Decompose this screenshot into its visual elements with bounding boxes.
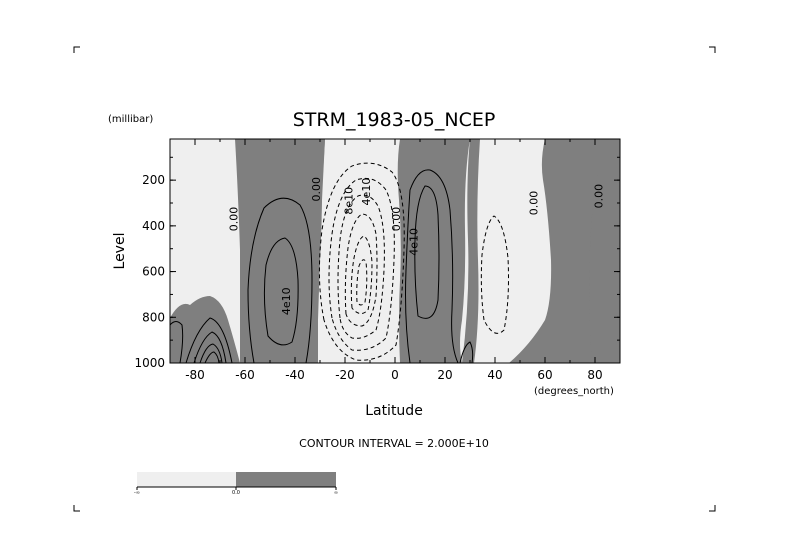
colorbar-label-max: ∞ [334, 490, 338, 496]
contour-line-neg-north [480, 215, 509, 334]
x-tick-label: -20 [335, 368, 355, 382]
chart-title: STRM_1983-05_NCEP [293, 109, 496, 131]
x-tick-label: 60 [537, 368, 552, 382]
contour-line-left-outer [247, 197, 313, 363]
contour-label: 0.00 [528, 191, 541, 216]
contour-line-neg-3 [337, 194, 385, 339]
contour-label: 0.00 [228, 207, 241, 232]
x-tick-label: 0 [391, 368, 399, 382]
x-tick-label: -40 [285, 368, 305, 382]
x-tick-label: 80 [587, 368, 602, 382]
x-axis-label: Latitude [365, 403, 423, 419]
contour-line-left-inner [263, 237, 299, 346]
y-tick-label: 600 [142, 265, 165, 279]
contour-line-neg-1 [318, 162, 405, 361]
y-tick-label: 200 [142, 173, 165, 187]
crop-mark-bottom-left [73, 505, 80, 512]
contour-line-polar-3 [199, 343, 223, 363]
colorbar-label-zero: 0.0 [232, 490, 240, 496]
contour-label: 4e10 [408, 228, 421, 256]
crop-mark-top-left [73, 46, 80, 53]
contour-label: 0.00 [593, 184, 606, 209]
contour-label: 0.00 [390, 207, 403, 232]
contour-label: 4e10 [360, 178, 373, 206]
positive-region-east-pole [580, 139, 620, 363]
x-axis: -80 -60 -40 -20 0 20 40 60 80 [169, 139, 621, 382]
y-axis: 200 400 600 800 1000 [134, 156, 620, 370]
negative-contours [318, 162, 509, 361]
colorbar-positive-swatch [236, 472, 336, 487]
x-units-label: (degrees_north) [534, 386, 614, 397]
positive-contours [170, 169, 474, 363]
contour-line-north-outer [405, 169, 459, 363]
x-tick-label: 20 [437, 368, 452, 382]
contour-line-north-inner [414, 185, 440, 319]
contour-label: 8e10 [343, 187, 356, 215]
colorbar-label-min: -∞ [134, 490, 140, 496]
positive-region-north-wedge [462, 139, 480, 363]
crop-marks [73, 46, 716, 512]
y-units-label: (millibar) [108, 114, 153, 125]
crop-mark-bottom-right [709, 505, 716, 512]
contour-line-polar-4 [204, 351, 220, 363]
contour-line-far-left [170, 321, 184, 363]
contour-line-east-small [459, 341, 474, 363]
positive-region-left-cell-core [240, 139, 325, 363]
colorbar: -∞ 0.0 ∞ [134, 472, 338, 496]
colorbar-negative-swatch [137, 472, 236, 487]
contour-line-neg-2 [328, 177, 395, 351]
y-axis-label: Level [112, 233, 128, 270]
x-tick-label: 40 [487, 368, 502, 382]
contour-line-polar-1 [185, 317, 233, 363]
contour-line-neg-5 [350, 235, 373, 314]
crop-mark-top-right [709, 46, 716, 53]
contour-interval-label: CONTOUR INTERVAL = 2.000E+10 [299, 437, 489, 450]
y-tick-label: 400 [142, 219, 165, 233]
contour-labels: 0.00 4e10 0.00 8e10 4e10 0.00 4e10 0.00 0.00 [228, 177, 606, 315]
y-tick-label: 1000 [134, 356, 165, 370]
contour-label: 4e10 [280, 287, 293, 315]
contour-line-neg-4 [344, 213, 378, 327]
x-tick-label: -80 [185, 368, 205, 382]
contour-label: 0.00 [310, 177, 323, 202]
y-tick-label: 800 [142, 310, 165, 324]
x-tick-label: -60 [235, 368, 255, 382]
contour-line-polar-2 [193, 331, 227, 363]
plot-area: 0.00 4e10 0.00 8e10 4e10 0.00 4e10 0.00 0.00 [170, 139, 620, 363]
